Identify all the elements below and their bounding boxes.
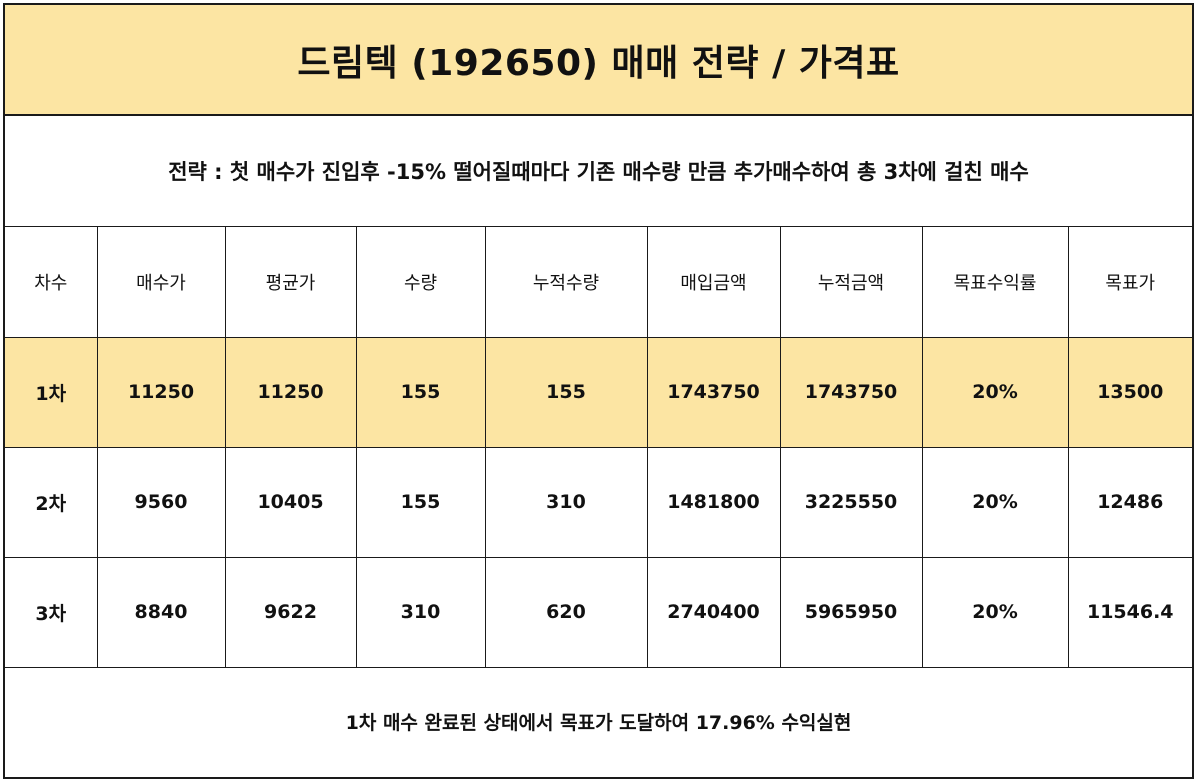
cell-buy-price: 8840: [97, 557, 226, 668]
header-round: 차수: [5, 227, 98, 338]
price-sheet: 드림텍 (192650) 매매 전략 / 가격표 전략 : 첫 매수가 진입후 …: [3, 3, 1194, 779]
header-target-price: 목표가: [1068, 227, 1192, 338]
cell-target-return: 20%: [922, 557, 1069, 668]
header-cumulative-amount: 누적금액: [780, 227, 923, 338]
cell-round: 3차: [5, 557, 98, 668]
table-row: 2차 9560 10405 155 310 1481800 3225550 20…: [5, 447, 1192, 558]
header-buy-price: 매수가: [97, 227, 226, 338]
cell-target-price: 11546.4: [1068, 557, 1192, 668]
table-row: 3차 8840 9622 310 620 2740400 5965950 20%…: [5, 557, 1192, 668]
cell-buy-price: 9560: [97, 447, 226, 558]
cell-average-price: 10405: [225, 447, 357, 558]
cell-cumulative-quantity: 155: [485, 337, 648, 448]
cell-purchase-amount: 2740400: [647, 557, 781, 668]
cell-target-return: 20%: [922, 447, 1069, 558]
cell-purchase-amount: 1481800: [647, 447, 781, 558]
header-target-return: 목표수익률: [922, 227, 1069, 338]
footer-bar: 1차 매수 완료된 상태에서 목표가 도달하여 17.96% 수익실현: [5, 668, 1192, 775]
title-bar: 드림텍 (192650) 매매 전략 / 가격표: [5, 5, 1192, 116]
page-title: 드림텍 (192650) 매매 전략 / 가격표: [297, 42, 900, 84]
cell-purchase-amount: 1743750: [647, 337, 781, 448]
cell-round: 2차: [5, 447, 98, 558]
strategy-description: 전략 : 첫 매수가 진입후 -15% 떨어질때마다 기존 매수량 만큼 추가매…: [168, 160, 1029, 184]
cell-cumulative-quantity: 620: [485, 557, 648, 668]
cell-target-price: 13500: [1068, 337, 1192, 448]
cell-quantity: 155: [356, 337, 486, 448]
header-cumulative-quantity: 누적수량: [485, 227, 648, 338]
cell-cumulative-amount: 3225550: [780, 447, 923, 558]
footer-note: 1차 매수 완료된 상태에서 목표가 도달하여 17.96% 수익실현: [345, 711, 852, 734]
cell-quantity: 155: [356, 447, 486, 558]
header-average-price: 평균가: [225, 227, 357, 338]
header-quantity: 수량: [356, 227, 486, 338]
table-header-row: 차수 매수가 평균가 수량 누적수량 매입금액 누적금액 목표수익률 목표가: [5, 227, 1192, 338]
cell-cumulative-quantity: 310: [485, 447, 648, 558]
cell-target-price: 12486: [1068, 447, 1192, 558]
cell-quantity: 310: [356, 557, 486, 668]
cell-average-price: 11250: [225, 337, 357, 448]
strategy-bar: 전략 : 첫 매수가 진입후 -15% 떨어질때마다 기존 매수량 만큼 추가매…: [5, 116, 1192, 227]
cell-round: 1차: [5, 337, 98, 448]
cell-buy-price: 11250: [97, 337, 226, 448]
cell-average-price: 9622: [225, 557, 357, 668]
table-row: 1차 11250 11250 155 155 1743750 1743750 2…: [5, 337, 1192, 448]
header-purchase-amount: 매입금액: [647, 227, 781, 338]
cell-cumulative-amount: 5965950: [780, 557, 923, 668]
cell-cumulative-amount: 1743750: [780, 337, 923, 448]
cell-target-return: 20%: [922, 337, 1069, 448]
price-table: 차수 매수가 평균가 수량 누적수량 매입금액 누적금액 목표수익률 목표가 1…: [5, 227, 1192, 668]
